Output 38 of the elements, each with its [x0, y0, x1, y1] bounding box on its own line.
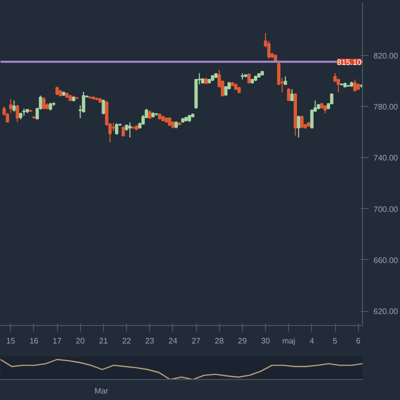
y-tick-label: 700.00 [374, 204, 399, 214]
y-tick-label: 660.00 [374, 256, 399, 265]
text: Mar [94, 386, 109, 396]
x-tick-label: 22 [122, 336, 132, 346]
candlestick [16, 104, 20, 122]
candlestick [42, 96, 46, 110]
x-tick-label: 6 [356, 336, 361, 346]
x-tick-label: maj [282, 336, 296, 346]
x-tick-label: 29 [238, 336, 248, 346]
ref-line-label: 815.10 [337, 58, 362, 67]
x-tick-label: 5 [332, 336, 338, 346]
candlestick [12, 100, 16, 112]
x-tick-label: 27 [192, 336, 202, 346]
y-tick-label: 780.00 [374, 102, 399, 112]
candlestick [296, 115, 300, 138]
candlestick [353, 79, 357, 92]
y-tick-label: 820.00 [374, 52, 399, 61]
x-tick-label: 17 [52, 336, 62, 346]
candlestick [114, 122, 118, 136]
y-tick-label: 620.00 [374, 307, 399, 316]
candlestick [300, 115, 304, 128]
y-tick-label: 740.00 [374, 154, 399, 163]
x-tick-label: 20 [76, 336, 86, 346]
x-tick-label: 30 [261, 336, 271, 346]
x-tick-label: 23 [145, 336, 155, 346]
x-tick-label: 4 [310, 336, 315, 346]
x-tick-label: 24 [168, 336, 178, 346]
candlestick [128, 122, 132, 138]
x-tick-label: 28 [214, 336, 224, 346]
candlestick [310, 109, 314, 129]
candlestick [224, 86, 228, 96]
candlestick [102, 98, 106, 115]
candlestick [287, 88, 290, 102]
x-tick-label: 16 [29, 336, 39, 346]
candlestick [9, 98, 12, 114]
x-tick-label: 21 [98, 336, 108, 346]
x-tick-label: 15 [6, 336, 16, 346]
candlestick [336, 78, 340, 93]
